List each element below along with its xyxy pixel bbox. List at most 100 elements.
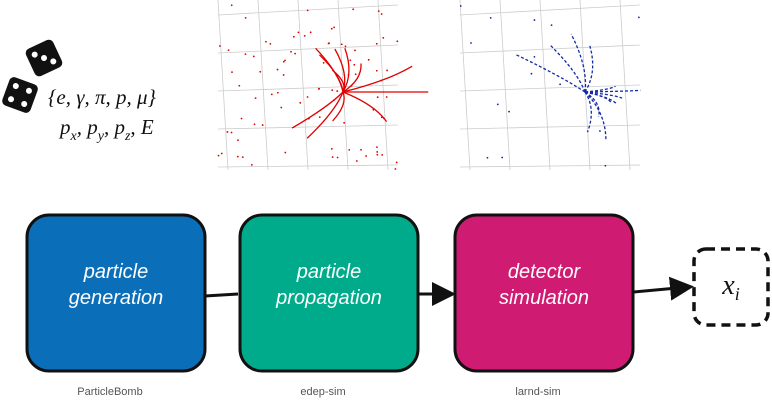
track — [585, 92, 599, 117]
hit — [383, 118, 385, 120]
hit — [284, 152, 286, 154]
hit — [280, 107, 282, 109]
hit — [381, 154, 383, 156]
hit — [348, 149, 350, 151]
hit — [237, 156, 239, 158]
hit — [351, 85, 353, 87]
hit — [376, 43, 378, 45]
variable: E — [140, 115, 154, 139]
hit — [284, 59, 286, 61]
node-caption: larnd-sim — [515, 386, 560, 398]
hit — [265, 41, 267, 43]
subscript: i — [735, 284, 740, 304]
diagram: {e, γ, π, p, μ} px, py, pz, E xi particl… — [0, 0, 772, 404]
node-label: detector — [508, 261, 582, 283]
hit — [333, 26, 335, 28]
particle-set: {e, γ, π, p, μ} — [48, 85, 157, 109]
hit — [245, 53, 247, 55]
hit — [237, 139, 239, 141]
hit — [251, 164, 253, 166]
hit — [294, 53, 296, 55]
hit — [497, 104, 499, 106]
hit — [262, 124, 264, 126]
hit — [331, 89, 333, 91]
plot-grid — [298, 0, 308, 170]
plot-grid — [460, 5, 640, 15]
hit — [255, 97, 257, 99]
plot-grid — [218, 85, 398, 91]
hit — [307, 10, 309, 12]
hit — [308, 118, 310, 120]
hit — [638, 17, 640, 19]
hit — [382, 37, 384, 39]
hit — [386, 96, 388, 98]
detector-hit-plot — [460, 0, 640, 170]
hit — [231, 132, 233, 134]
hit — [259, 71, 261, 73]
hit — [377, 96, 379, 98]
hit — [353, 64, 355, 66]
hit — [219, 45, 221, 47]
hit — [381, 116, 383, 118]
track — [585, 90, 640, 92]
hit — [254, 123, 256, 125]
hit — [360, 149, 362, 151]
hit — [218, 155, 220, 157]
variable: py — [85, 115, 105, 144]
hit — [396, 40, 398, 42]
plot-grid — [500, 0, 510, 170]
hit — [331, 148, 333, 150]
plot-grid — [460, 125, 640, 129]
symbol: p — [58, 115, 71, 139]
hit — [508, 111, 510, 113]
hit — [238, 85, 240, 87]
hit — [348, 74, 350, 76]
output-symbol: xi — [721, 270, 739, 304]
hit — [319, 116, 321, 118]
hit — [245, 17, 247, 19]
hit — [378, 10, 380, 12]
hit — [355, 73, 357, 75]
hit — [293, 36, 295, 38]
hit — [386, 70, 388, 72]
hit — [332, 156, 334, 158]
hit — [221, 153, 223, 155]
energy-deposit-plot — [218, 0, 429, 170]
hit — [380, 80, 382, 82]
hit — [283, 74, 285, 76]
hit — [323, 62, 325, 64]
hit — [269, 43, 271, 45]
connector — [205, 294, 238, 296]
hit — [310, 31, 312, 33]
hit — [333, 99, 335, 101]
hit — [299, 102, 301, 104]
hit — [352, 8, 354, 10]
variable: pz — [112, 115, 131, 144]
symbol: p — [112, 115, 125, 139]
hit — [298, 32, 300, 34]
hit — [304, 35, 306, 37]
sep: , — [130, 115, 141, 139]
hit — [599, 130, 601, 132]
hit — [345, 46, 347, 48]
hit — [227, 131, 229, 133]
hit — [231, 71, 233, 73]
hit — [277, 92, 279, 94]
hit — [460, 5, 462, 7]
plot-grid — [258, 0, 268, 170]
hit — [490, 17, 492, 19]
hit — [241, 118, 243, 120]
node-label: particle — [83, 261, 148, 283]
hit — [470, 42, 472, 44]
hit — [328, 42, 330, 44]
hit — [551, 24, 553, 26]
hit — [253, 56, 255, 58]
track — [343, 92, 387, 122]
hit — [343, 122, 345, 124]
track — [585, 46, 593, 92]
hit — [349, 59, 351, 61]
hit — [231, 4, 233, 6]
track — [319, 55, 343, 92]
arrow — [634, 287, 688, 292]
hit — [534, 56, 536, 58]
